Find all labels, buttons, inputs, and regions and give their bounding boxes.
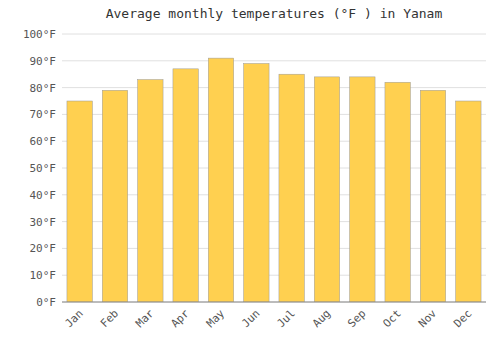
x-axis: Jan Feb Mar Apr May Jun Jul Aug Sep Oct Nov Dec [63, 307, 475, 331]
y-tick-label: 60°F [30, 135, 57, 148]
chart-container: Average monthly temperatures (°F ) in Ya… [0, 0, 500, 350]
x-tick-label: Dec [451, 307, 474, 330]
x-tick-label: Mar [133, 307, 157, 331]
y-tick-label: 0°F [36, 296, 56, 309]
x-tick-label: Apr [169, 307, 193, 331]
y-tick-label: 10°F [30, 269, 57, 282]
grid-line [62, 302, 486, 303]
y-tick-label: 30°F [30, 216, 57, 229]
bar [244, 63, 269, 302]
y-axis: 0°F 10°F 20°F 30°F 40°F 50°F 60°F 70°F 80°F 90°F 1… [23, 28, 56, 309]
x-tick-label: May [204, 307, 228, 331]
bar [173, 69, 198, 302]
bar [138, 80, 163, 302]
y-tick-label: 90°F [30, 55, 57, 68]
y-tick-label: 50°F [30, 162, 57, 175]
x-tick-label: Feb [98, 307, 121, 330]
bar [350, 77, 375, 302]
grid [62, 34, 486, 302]
bar [67, 101, 92, 302]
bar [385, 82, 410, 302]
y-tick-label: 80°F [30, 82, 57, 95]
y-tick-label: 20°F [30, 242, 57, 255]
y-tick-label: 100°F [23, 28, 56, 41]
bar [279, 74, 304, 302]
x-tick-label: Nov [416, 307, 440, 331]
bar [102, 90, 127, 302]
x-tick-label: Jun [239, 307, 262, 330]
x-tick-label: Aug [310, 307, 333, 330]
chart: Average monthly temperatures (°F ) in Ya… [0, 0, 500, 350]
grid-line [62, 34, 486, 35]
bars [67, 58, 481, 302]
grid-line [62, 60, 486, 61]
x-tick-label: Jul [275, 307, 298, 330]
y-tick-label: 70°F [30, 108, 57, 121]
title: Average monthly temperatures (°F ) in Ya… [106, 6, 443, 21]
bar [456, 101, 481, 302]
bar [314, 77, 339, 302]
y-tick-label: 40°F [30, 189, 57, 202]
bar [208, 58, 233, 302]
x-axis-line [62, 302, 486, 303]
grid-line [62, 87, 486, 88]
x-tick-label: Jan [63, 307, 86, 330]
x-tick-label: Oct [381, 307, 404, 330]
x-tick-label: Sep [345, 307, 368, 330]
bar [420, 90, 445, 302]
